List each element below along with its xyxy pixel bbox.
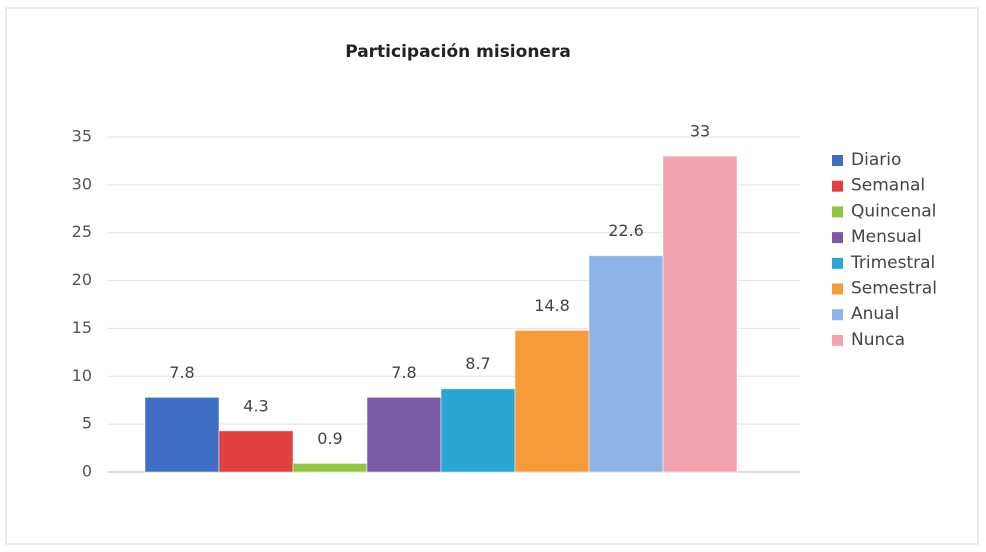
legend-label: Mensual <box>851 227 922 247</box>
bar <box>440 388 516 473</box>
legend-label: Diario <box>851 150 901 170</box>
value-label: 8.7 <box>465 354 490 373</box>
legend-label: Semanal <box>851 176 925 196</box>
bar <box>144 396 220 473</box>
legend-swatch <box>832 257 843 269</box>
legend-swatch <box>832 232 843 244</box>
legend-swatch <box>832 309 843 321</box>
bar <box>366 396 442 473</box>
bar <box>662 155 738 473</box>
y-tick-label: 0 <box>82 462 92 481</box>
bar <box>514 329 590 473</box>
bar <box>218 430 294 473</box>
value-label: 14.8 <box>534 296 570 315</box>
y-tick-label: 15 <box>72 318 92 337</box>
y-tick-label: 30 <box>72 174 92 193</box>
legend-label: Quincenal <box>851 201 936 221</box>
legend-label: Semestral <box>851 279 937 299</box>
y-tick-label: 5 <box>82 414 92 433</box>
legend-swatch <box>832 180 843 192</box>
y-tick-label: 25 <box>72 222 92 241</box>
y-tick-label: 35 <box>72 127 92 146</box>
legend-swatch <box>832 334 843 346</box>
legend-swatch <box>832 283 843 295</box>
legend-label: Nunca <box>851 330 905 350</box>
legend-label: Anual <box>851 304 899 324</box>
bar <box>588 255 664 473</box>
legend-swatch <box>832 206 843 218</box>
value-label: 7.8 <box>391 363 416 382</box>
value-label: 4.3 <box>243 396 268 415</box>
value-label: 22.6 <box>608 221 644 240</box>
bar <box>292 462 368 473</box>
value-label: 33 <box>690 122 710 141</box>
value-label: 0.9 <box>317 429 342 448</box>
legend-label: Trimestral <box>850 253 935 273</box>
legend-swatch <box>832 155 843 166</box>
y-tick-label: 20 <box>72 270 92 289</box>
value-label: 7.8 <box>169 363 194 382</box>
chart-title: Participación misionera <box>345 42 571 62</box>
y-tick-label: 10 <box>72 366 92 385</box>
